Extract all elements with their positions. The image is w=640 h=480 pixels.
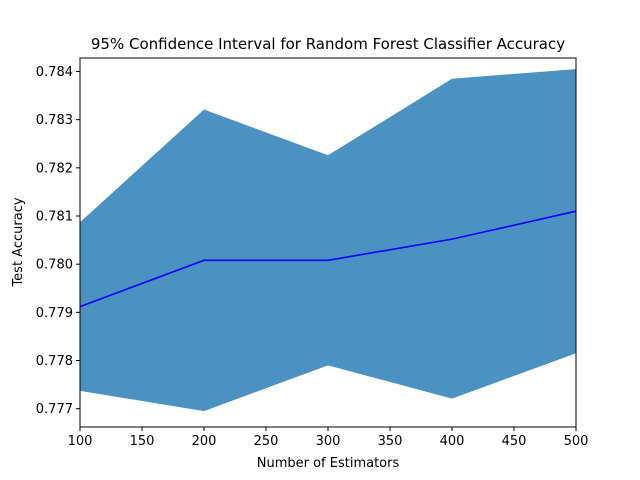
y-tick-label: 0.782 [36, 161, 73, 176]
confidence-band [80, 69, 576, 412]
y-axis: 0.777 0.778 0.779 0.780 0.781 0.782 0.783 0.784 [36, 65, 80, 417]
y-tick-label: 0.777 [36, 402, 73, 417]
x-axis-label: Number of Estimators [257, 456, 400, 471]
x-tick-label: 450 [502, 434, 527, 449]
y-axis-label: Test Accuracy [11, 197, 26, 287]
y-tick-label: 0.784 [36, 65, 73, 80]
y-tick-label: 0.778 [36, 354, 73, 369]
x-tick-label: 350 [378, 434, 403, 449]
y-tick-label: 0.781 [36, 210, 73, 225]
x-tick-label: 250 [254, 434, 279, 449]
x-tick-label: 100 [68, 434, 93, 449]
x-tick-label: 500 [564, 434, 589, 449]
y-tick-label: 0.783 [36, 113, 73, 128]
plot-area [79, 69, 577, 412]
axes-frame [79, 57, 577, 428]
mean-accuracy-line [79, 210, 577, 308]
y-tick-label: 0.780 [36, 258, 73, 273]
x-tick-label: 400 [440, 434, 465, 449]
y-tick-label: 0.779 [36, 306, 73, 321]
chart-title: 95% Confidence Interval for Random Fores… [91, 35, 565, 53]
x-tick-label: 200 [192, 434, 217, 449]
x-tick-label: 150 [130, 434, 155, 449]
x-axis: 100 150 200 250 300 350 400 450 500 [68, 427, 589, 449]
x-tick-label: 300 [316, 434, 341, 449]
